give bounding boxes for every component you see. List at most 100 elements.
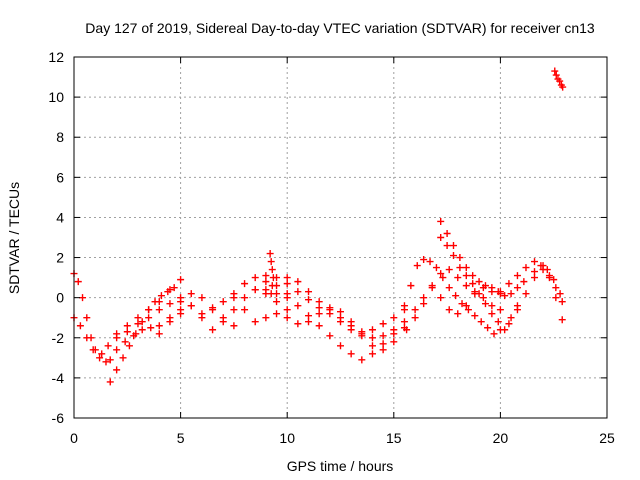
data-point bbox=[501, 292, 509, 300]
data-point bbox=[273, 310, 281, 318]
data-point bbox=[145, 306, 153, 314]
data-point bbox=[166, 318, 174, 326]
x-tick-label: 0 bbox=[70, 430, 78, 446]
x-tick-label: 25 bbox=[599, 430, 615, 446]
data-point bbox=[241, 294, 249, 302]
data-point bbox=[177, 306, 185, 314]
data-point bbox=[267, 290, 275, 298]
data-point bbox=[507, 314, 515, 322]
data-point bbox=[230, 294, 238, 302]
data-point bbox=[230, 306, 238, 314]
data-point bbox=[74, 278, 82, 286]
data-point bbox=[147, 324, 155, 332]
y-tick-label: 10 bbox=[48, 89, 64, 105]
data-point bbox=[121, 338, 129, 346]
data-point bbox=[262, 286, 270, 294]
data-point bbox=[437, 217, 445, 225]
data-point bbox=[462, 272, 470, 280]
data-point bbox=[241, 306, 249, 314]
data-point bbox=[326, 332, 334, 340]
data-point bbox=[420, 300, 428, 308]
data-point bbox=[315, 310, 323, 318]
data-point bbox=[157, 292, 165, 300]
data-point bbox=[125, 342, 133, 350]
x-tick-labels: 0 5 10 15 20 25 bbox=[70, 430, 615, 446]
data-point bbox=[96, 354, 104, 362]
data-point bbox=[531, 268, 539, 276]
series-outlier-cluster bbox=[551, 67, 567, 91]
y-tick-label: -4 bbox=[52, 370, 65, 386]
data-point bbox=[522, 290, 530, 298]
y-axis-label: SDTVAR / TECUs bbox=[6, 182, 22, 294]
data-point bbox=[426, 258, 434, 266]
data-point bbox=[326, 306, 334, 314]
data-point bbox=[283, 314, 291, 322]
data-point bbox=[368, 342, 376, 350]
series-spike-9-2 bbox=[266, 250, 277, 298]
data-point bbox=[462, 264, 470, 272]
data-point bbox=[337, 314, 344, 322]
data-point bbox=[294, 320, 302, 328]
data-point bbox=[269, 274, 277, 282]
data-point bbox=[552, 284, 560, 292]
data-point bbox=[556, 290, 564, 298]
series-track-c bbox=[106, 284, 178, 386]
data-point bbox=[454, 274, 462, 282]
axis-ticks bbox=[73, 56, 608, 419]
grid-lines bbox=[74, 57, 607, 418]
data-point bbox=[477, 318, 485, 326]
data-point bbox=[134, 314, 142, 322]
data-point bbox=[145, 314, 153, 322]
data-point bbox=[522, 264, 530, 272]
series-track-f bbox=[177, 278, 291, 330]
data-point bbox=[452, 292, 460, 300]
data-point bbox=[315, 322, 323, 330]
data-point bbox=[113, 366, 121, 374]
chart-title: Day 127 of 2019, Sidereal Day-to-day VTE… bbox=[85, 20, 595, 36]
data-point bbox=[407, 282, 415, 290]
data-point bbox=[449, 252, 457, 260]
data-point bbox=[488, 288, 496, 296]
data-point bbox=[420, 294, 428, 302]
data-point bbox=[428, 282, 436, 290]
data-point bbox=[558, 316, 566, 324]
data-point bbox=[294, 278, 302, 286]
data-point bbox=[400, 302, 408, 310]
data-point bbox=[113, 334, 121, 342]
data-point bbox=[198, 294, 206, 302]
data-point bbox=[155, 322, 163, 330]
data-point bbox=[134, 320, 142, 328]
data-point bbox=[89, 346, 97, 354]
data-point bbox=[241, 280, 249, 288]
x-tick-label: 10 bbox=[279, 430, 295, 446]
x-axis-label: GPS time / hours bbox=[287, 458, 394, 474]
data-point bbox=[496, 288, 504, 296]
data-point bbox=[505, 280, 513, 288]
data-point bbox=[283, 294, 291, 302]
data-point bbox=[432, 264, 440, 272]
data-point bbox=[411, 314, 419, 322]
data-point bbox=[531, 258, 539, 266]
data-point bbox=[268, 282, 276, 290]
data-point bbox=[469, 280, 477, 288]
data-point bbox=[164, 288, 172, 296]
data-point bbox=[390, 330, 398, 338]
data-point bbox=[209, 326, 217, 334]
data-point bbox=[106, 356, 114, 364]
data-point bbox=[119, 354, 127, 362]
data-point bbox=[368, 326, 376, 334]
data-point bbox=[488, 302, 496, 310]
data-point bbox=[479, 284, 487, 292]
data-point bbox=[556, 77, 564, 85]
y-tick-label: 2 bbox=[56, 250, 64, 266]
series-track-q bbox=[505, 266, 566, 328]
data-point bbox=[305, 288, 313, 296]
data-point bbox=[443, 242, 451, 250]
data-point bbox=[283, 280, 291, 288]
data-point bbox=[368, 334, 376, 342]
data-point bbox=[545, 274, 553, 282]
data-point bbox=[132, 330, 140, 338]
x-tick-label: 15 bbox=[386, 430, 402, 446]
data-point bbox=[445, 266, 453, 274]
data-point bbox=[501, 326, 509, 334]
